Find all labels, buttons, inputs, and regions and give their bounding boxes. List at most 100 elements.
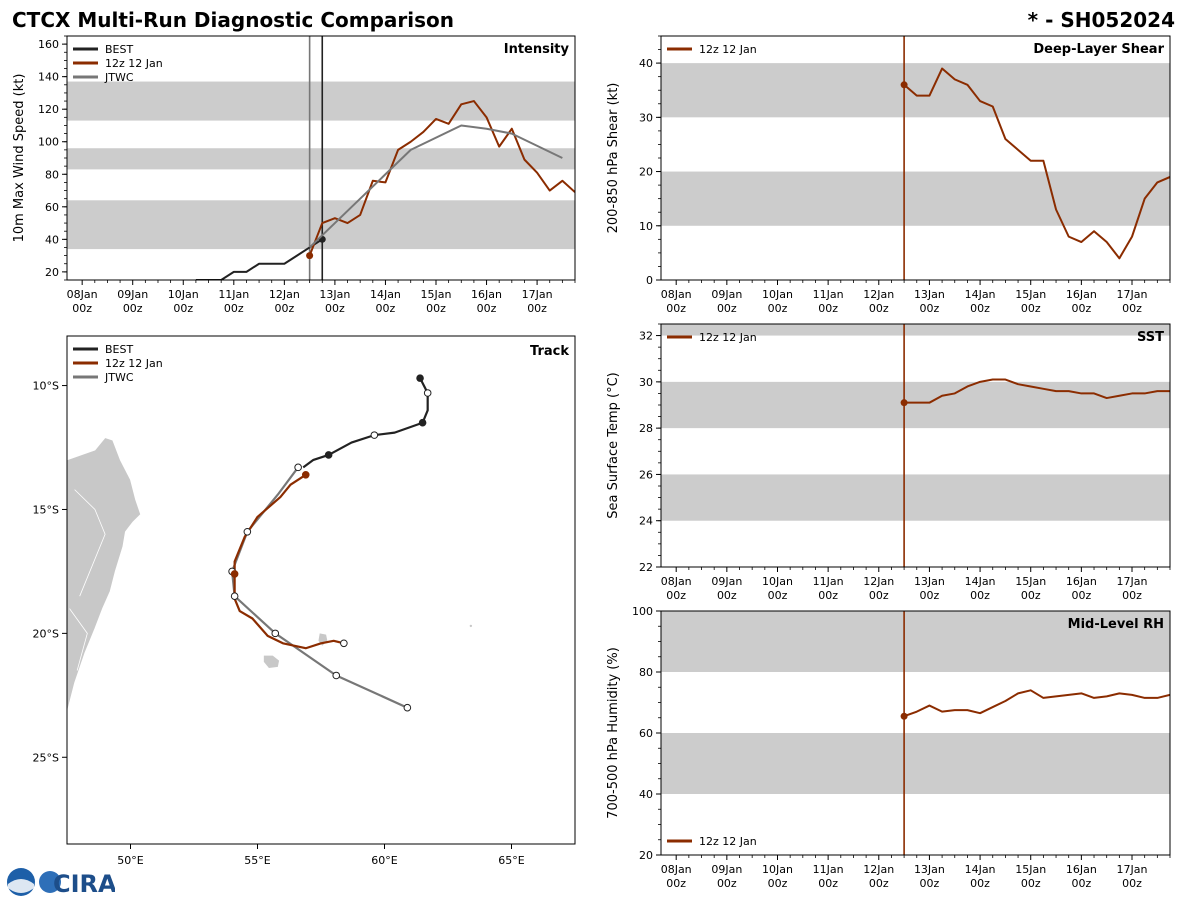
rh-x-tick-label: 16Jan: [1066, 863, 1097, 876]
sst-y-tick-label: 24: [639, 515, 653, 528]
rh-panel-title: Mid-Level RH: [1068, 617, 1164, 632]
intensity-x-tick-label: 10Jan: [168, 288, 199, 301]
intensity-best-line: [195, 238, 323, 280]
intensity-y-tick-label: 40: [45, 233, 59, 246]
sst-x-tick-label: 14Jan: [965, 575, 996, 588]
sst-run-line: [904, 378, 1170, 404]
shear-x-tick-label: 14Jan: [965, 288, 996, 301]
intensity-x-tick-label: 11Jan: [218, 288, 249, 301]
track-best-marker: [370, 431, 379, 439]
track-jtwc-marker: [243, 527, 252, 536]
shear-panel: 08Jan00z09Jan00z10Jan00z11Jan00z12Jan00z…: [606, 35, 1171, 315]
sst-x-tick-hour: 00z: [818, 589, 838, 602]
intensity-x-tick-label: 14Jan: [370, 288, 401, 301]
rh-y-tick-label: 100: [632, 605, 653, 618]
intensity-y-tick-label: 100: [38, 136, 59, 149]
intensity-x-tick-hour: 00z: [173, 302, 193, 315]
track-legend-label: BEST: [105, 343, 133, 356]
track-run-line: [233, 473, 345, 650]
region-border: [69, 608, 88, 671]
sst-panel: 08Jan00z09Jan00z10Jan00z11Jan00z12Jan00z…: [606, 323, 1171, 602]
rh-x-tick-label: 10Jan: [762, 863, 793, 876]
shear-x-tick-hour: 00z: [1122, 302, 1142, 315]
rh-x-tick-hour: 00z: [970, 877, 990, 890]
intensity-x-tick-label: 15Jan: [421, 288, 452, 301]
intensity-x-tick-hour: 00z: [123, 302, 143, 315]
region-border: [74, 489, 106, 597]
intensity-shaded-band: [67, 81, 575, 121]
rh-shaded-band: [661, 611, 1170, 672]
rh-y-tick-label: 40: [639, 788, 653, 801]
rh-x-tick-hour: 00z: [666, 877, 686, 890]
rh-series-group: [900, 689, 1170, 720]
intensity-x-tick-hour: 00z: [274, 302, 294, 315]
sst-x-tick-label: 15Jan: [1015, 575, 1046, 588]
rh-axes-frame: [660, 610, 1171, 856]
intensity-legend-label: BEST: [105, 43, 133, 56]
shear-x-tick-hour: 00z: [717, 302, 737, 315]
intensity-legend-label: 12z 12 Jan: [105, 57, 163, 70]
shear-x-tick-hour: 00z: [818, 302, 838, 315]
track-panel-title: Track: [530, 344, 569, 359]
shear-x-tick-label: 13Jan: [914, 288, 945, 301]
sst-x-tick-label: 12Jan: [863, 575, 894, 588]
sst-run-marker: [900, 399, 908, 407]
intensity-y-tick-label: 60: [45, 201, 59, 214]
intensity-x-tick-label: 17Jan: [522, 288, 553, 301]
shear-run-line: [903, 67, 1170, 260]
sst-y-tick-label: 32: [639, 330, 653, 343]
intensity-x-tick-label: 09Jan: [117, 288, 148, 301]
shear-x-tick-hour: 00z: [666, 302, 686, 315]
shear-x-tick-label: 16Jan: [1066, 288, 1097, 301]
intensity-shaded-band: [67, 148, 575, 170]
intensity-x-tick-hour: 00z: [527, 302, 547, 315]
sst-x-tick-label: 16Jan: [1066, 575, 1097, 588]
sst-x-tick-hour: 00z: [1071, 589, 1091, 602]
intensity-x-tick-hour: 00z: [426, 302, 446, 315]
shear-x-tick-hour: 00z: [869, 302, 889, 315]
track-y-tick-label: 15°S: [33, 503, 59, 516]
shear-y-tick-label: 0: [646, 274, 653, 287]
intensity-legend-label: JTWC: [104, 71, 134, 84]
shear-x-tick-label: 15Jan: [1015, 288, 1046, 301]
track-jtwc-marker: [294, 463, 302, 472]
rh-x-tick-label: 17Jan: [1117, 863, 1148, 876]
sst-x-tick-label: 17Jan: [1117, 575, 1148, 588]
track-x-tick-label: 60°E: [371, 854, 397, 867]
intensity-y-tick-label: 160: [38, 38, 59, 51]
track-best-marker: [423, 389, 432, 397]
track-y-tick-label: 20°S: [33, 627, 59, 640]
cira-logo-text: CIRA: [53, 870, 115, 898]
sst-x-tick-hour: 00z: [1021, 589, 1041, 602]
rh-legend-label: 12z 12 Jan: [699, 835, 757, 848]
rh-x-tick-label: 08Jan: [661, 863, 692, 876]
track-best-marker: [418, 418, 427, 427]
shear-series-group: [900, 67, 1170, 260]
sst-x-tick-hour: 00z: [1122, 589, 1142, 602]
track-x-tick-label: 55°E: [244, 854, 270, 867]
shear-x-tick-label: 12Jan: [863, 288, 894, 301]
shear-run-marker: [900, 81, 908, 89]
track-panel: 50°E 55°E 60°E 65°E 10°S 15°S 20°S 25°S Track BES…: [33, 335, 576, 867]
intensity-run-line: [308, 100, 575, 256]
intensity-x-tick-hour: 00z: [477, 302, 497, 315]
shear-x-tick-label: 17Jan: [1117, 288, 1148, 301]
sst-x-tick-label: 09Jan: [711, 575, 742, 588]
rh-y-tick-label: 80: [639, 666, 653, 679]
sst-y-tick-label: 22: [639, 561, 653, 574]
shear-x-tick-label: 09Jan: [711, 288, 742, 301]
rh-x-tick-label: 09Jan: [711, 863, 742, 876]
shear-x-tick-hour: 00z: [768, 302, 788, 315]
rh-run-line: [903, 689, 1170, 718]
intensity-x-tick-label: 08Jan: [67, 288, 98, 301]
shear-legend-label: 12z 12 Jan: [699, 43, 757, 56]
rh-shaded-band: [661, 733, 1170, 794]
rodrigues-island: [469, 624, 473, 628]
rh-x-tick-hour: 00z: [717, 877, 737, 890]
intensity-x-tick-hour: 00z: [325, 302, 345, 315]
track-x-tick-label: 50°E: [117, 854, 143, 867]
shear-y-axis-label: 200-850 hPa Shear (kt): [606, 83, 621, 234]
intensity-run-marker: [306, 252, 314, 260]
rh-x-tick-label: 11Jan: [813, 863, 844, 876]
